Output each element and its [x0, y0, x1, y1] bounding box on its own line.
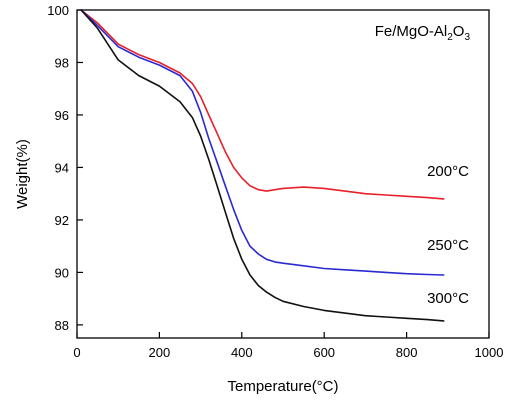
y-tick-label: 92	[55, 213, 69, 228]
series-line-300c	[80, 9, 445, 322]
x-tick-label: 1000	[475, 345, 504, 360]
y-tick-label: 96	[55, 108, 69, 123]
y-axis-title: Weight(%)	[14, 139, 31, 209]
series-label: 250°C	[427, 237, 469, 254]
series-line-250c	[80, 9, 445, 276]
series-labels: 200°C 250°C 300°C	[427, 163, 469, 307]
series-layer	[80, 9, 445, 322]
y-tick-label: 98	[55, 55, 69, 70]
x-tick-label: 400	[231, 345, 253, 360]
series-line-200c	[80, 9, 445, 200]
x-tick-label: 600	[313, 345, 335, 360]
x-tick-label: 200	[149, 345, 171, 360]
y-tick-label: 94	[55, 160, 69, 175]
y-tick-label: 90	[55, 265, 69, 280]
axis-ticks: 0 200 400 600 800 1000 88 90 92 94 96 98 100	[47, 3, 503, 360]
plot-area: 0 200 400 600 800 1000 88 90 92 94 96 98 100 200°C 25…	[47, 3, 503, 360]
series-label: 300°C	[427, 290, 469, 307]
x-axis-title: Temperature(°C)	[227, 378, 338, 395]
series-label: 200°C	[427, 163, 469, 180]
y-tick-label: 88	[55, 318, 69, 333]
chart-annotation: Fe/MgO-Al2O3	[375, 23, 471, 43]
y-tick-label: 100	[47, 3, 69, 18]
plot-frame	[76, 9, 490, 339]
x-tick-label: 0	[73, 345, 80, 360]
x-tick-label: 800	[396, 345, 418, 360]
